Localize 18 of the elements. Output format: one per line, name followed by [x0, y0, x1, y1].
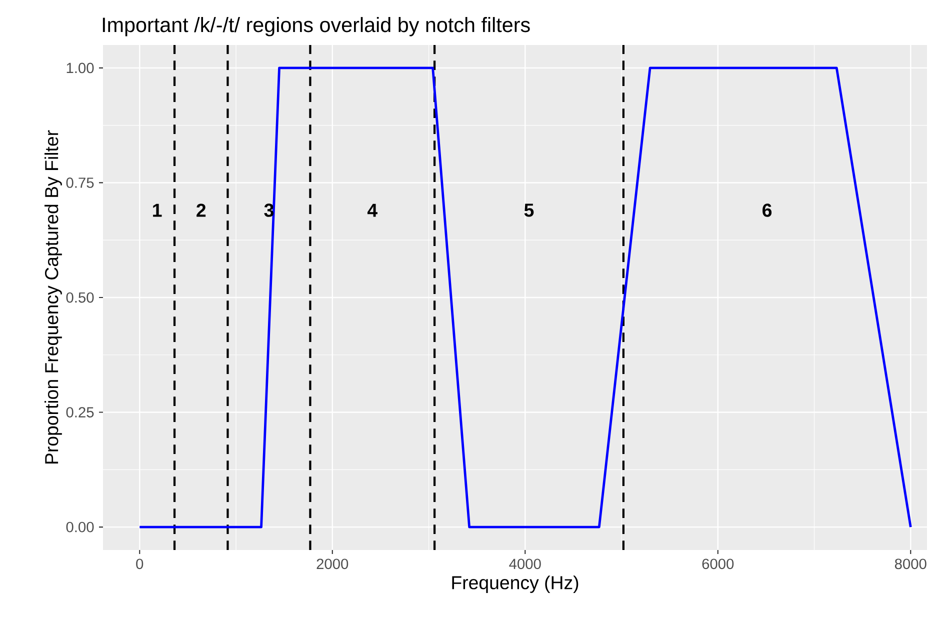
y-tick-label: 1.00: [66, 62, 94, 74]
annotation: 5: [524, 204, 534, 217]
annotation: 4: [367, 204, 378, 217]
annotation: 6: [762, 204, 772, 217]
y-tick-label: 0.00: [66, 522, 94, 532]
y-tick-label: 0.25: [66, 407, 94, 418]
x-tick-label: 2000: [316, 558, 348, 570]
x-tick-label: 4000: [509, 558, 541, 570]
x-tick-label: 6000: [702, 558, 734, 570]
y-axis-title: Proportion Frequency Captured By Filter: [44, 130, 62, 464]
y-tick-label: 0.50: [66, 292, 94, 303]
y-tick-label: 0.75: [66, 178, 94, 188]
annotation: 2: [196, 204, 206, 217]
annotation: 1: [153, 204, 162, 217]
x-axis-title: Frequency (Hz): [452, 576, 578, 593]
x-tick-label: 8000: [894, 558, 926, 570]
x-tick-label: 0: [136, 558, 144, 570]
chart-title: Important /k/-/t/ regions overlaid by notch filters: [102, 17, 530, 36]
